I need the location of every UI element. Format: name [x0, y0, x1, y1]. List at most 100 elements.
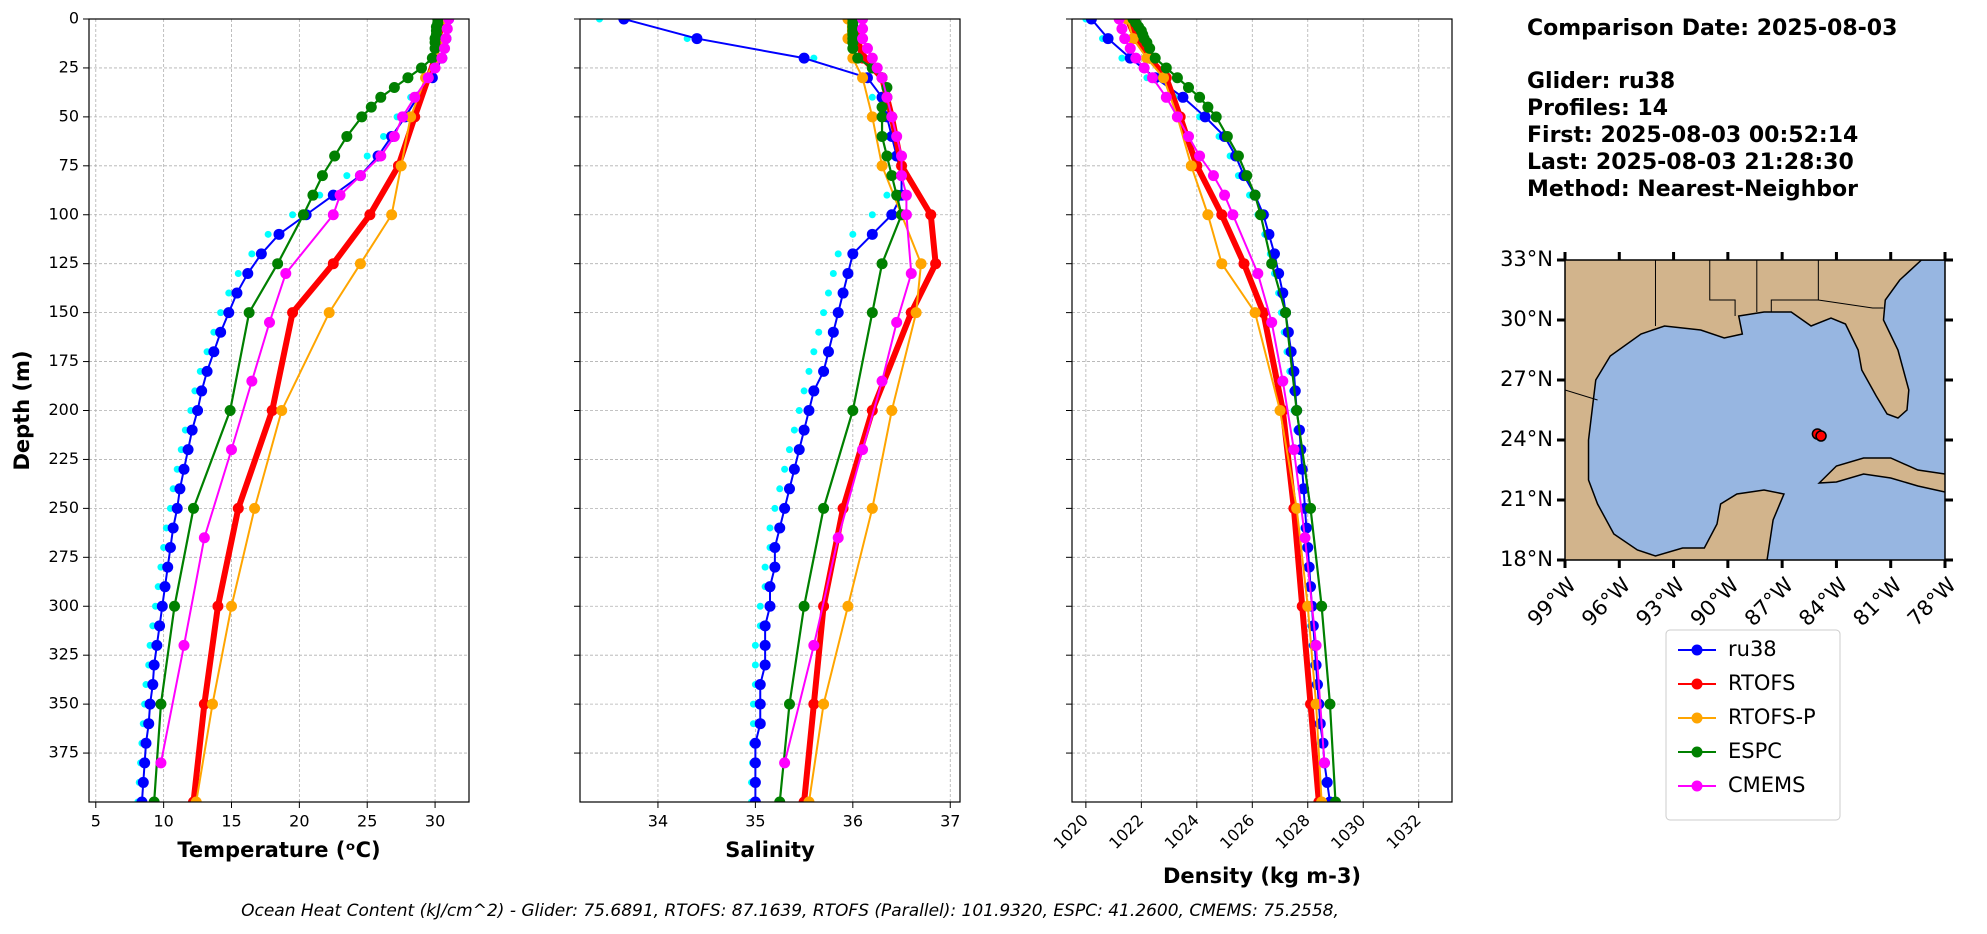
profile-marker: [886, 405, 898, 416]
profile-marker: [1160, 62, 1172, 74]
profile-marker: [1199, 111, 1211, 123]
profile-marker: [818, 698, 830, 710]
profile-marker: [441, 23, 453, 35]
profile-marker: [154, 620, 166, 632]
profile-marker: [201, 365, 213, 377]
profile-marker: [156, 600, 168, 612]
x-tick-label: 15: [221, 812, 241, 831]
profile-marker: [1182, 82, 1194, 94]
profile-dot: [225, 289, 233, 297]
profile-dot: [810, 348, 818, 356]
profile-marker: [364, 209, 376, 221]
plot-area: [1082, 19, 1342, 802]
info-line: Method: Nearest-Neighbor: [1527, 177, 1858, 202]
profile-marker: [837, 287, 849, 299]
y-tick-label: 275: [48, 547, 79, 566]
profile-marker: [1316, 796, 1328, 802]
profile-marker: [1302, 600, 1314, 612]
profile-marker: [891, 189, 903, 201]
profile-marker: [188, 502, 199, 514]
profile-marker: [164, 542, 176, 554]
profile-marker: [1227, 209, 1239, 221]
profile-marker: [1266, 258, 1278, 270]
profile-marker: [1149, 52, 1161, 64]
profile-dot: [756, 602, 764, 610]
y-tick-label: 225: [48, 449, 79, 468]
profile-dot: [343, 172, 351, 180]
profile-marker: [1288, 444, 1300, 456]
profile-marker: [386, 209, 398, 221]
legend-label: RTOFS: [1728, 671, 1795, 695]
profile-marker: [876, 258, 888, 270]
profile-marker: [1291, 502, 1303, 514]
profile-marker: [280, 267, 292, 279]
profile-marker: [857, 33, 869, 45]
profile-marker: [243, 307, 255, 319]
profile-marker: [915, 258, 927, 270]
profile-marker: [182, 444, 194, 456]
profile-marker: [436, 52, 448, 64]
profile-marker: [159, 581, 171, 593]
profile-marker: [151, 639, 163, 651]
profile-marker: [329, 150, 341, 162]
profile-marker: [832, 532, 844, 544]
profile-marker: [224, 405, 236, 416]
profile-marker: [1305, 502, 1317, 514]
profile-marker: [297, 209, 309, 221]
x-tick-label: 37: [940, 812, 960, 831]
profile-marker: [155, 698, 167, 710]
profile-marker: [1085, 19, 1097, 25]
profile-marker: [1324, 698, 1336, 710]
profile-marker: [798, 52, 810, 64]
x-tick-label: 30: [425, 812, 445, 831]
profile-marker: [1266, 316, 1278, 328]
profile-marker: [866, 502, 878, 514]
profile-marker: [1302, 542, 1314, 554]
legend-marker: [1691, 712, 1703, 724]
profile-marker: [1280, 307, 1292, 319]
legend-marker: [1691, 780, 1703, 792]
profile-marker: [1177, 91, 1189, 103]
profile-marker: [1277, 375, 1289, 387]
profile-marker: [881, 91, 893, 103]
profile-marker: [307, 189, 319, 201]
profile-marker: [1285, 346, 1297, 358]
y-tick-label: 300: [48, 596, 79, 615]
profile-marker: [1202, 209, 1214, 221]
profile-marker: [1310, 698, 1322, 710]
profile-marker: [896, 170, 908, 182]
profile-dot: [761, 563, 769, 571]
profile-dot: [751, 661, 759, 669]
profile-marker: [1130, 52, 1142, 64]
x-axis-label: Salinity: [725, 838, 815, 862]
profile-marker: [1216, 258, 1228, 270]
legend-marker: [1691, 644, 1703, 656]
profile-marker: [208, 346, 220, 358]
profile-marker: [1257, 307, 1269, 319]
profile-marker: [198, 532, 210, 544]
profile-marker: [754, 679, 766, 691]
y-axis-label: Depth (m): [10, 350, 34, 470]
map-land: [1565, 260, 1945, 560]
y-tick-label: 350: [48, 694, 79, 713]
profile-marker: [1252, 267, 1264, 279]
profile-marker: [327, 209, 339, 221]
profile-dot: [248, 250, 256, 258]
profile-marker: [896, 150, 908, 162]
profile-dot: [776, 485, 784, 493]
y-tick-label: 375: [48, 743, 79, 762]
info-line: First: 2025-08-03 00:52:14: [1527, 123, 1858, 148]
info-line: Last: 2025-08-03 21:28:30: [1527, 150, 1854, 175]
profile-dot: [363, 152, 371, 160]
profile-marker: [842, 600, 854, 612]
profile-marker: [1310, 639, 1322, 651]
profile-marker: [405, 111, 417, 123]
profile-marker: [798, 600, 810, 612]
profile-marker: [808, 385, 820, 397]
profile-marker: [866, 307, 878, 319]
profile-marker: [273, 228, 285, 240]
profile-marker: [1238, 258, 1250, 270]
profile-marker: [779, 502, 791, 514]
profile-marker: [769, 542, 781, 554]
profile-marker: [155, 757, 167, 769]
